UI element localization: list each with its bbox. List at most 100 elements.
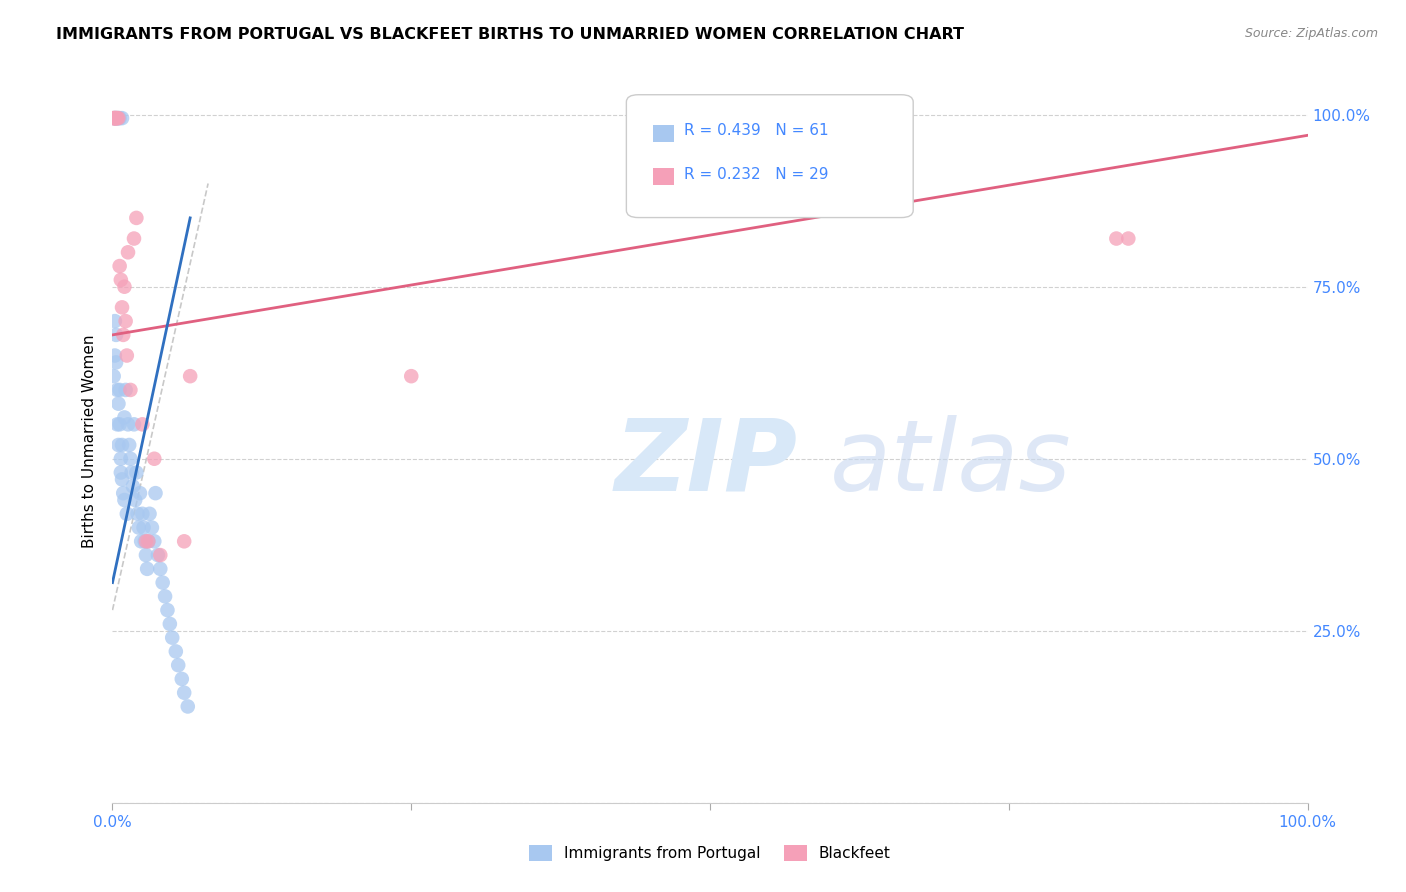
Point xyxy=(105,327,128,342)
Point xyxy=(112,327,135,342)
Point xyxy=(131,417,153,432)
Point xyxy=(179,369,201,384)
Text: R = 0.232   N = 29: R = 0.232 N = 29 xyxy=(683,167,828,182)
Point xyxy=(125,466,148,480)
Point xyxy=(104,111,127,125)
Point xyxy=(104,314,127,328)
Point xyxy=(105,111,128,125)
Point xyxy=(110,466,132,480)
Point xyxy=(173,686,195,700)
Point xyxy=(108,383,131,397)
Point xyxy=(105,111,128,125)
Point xyxy=(165,644,187,658)
Text: IMMIGRANTS FROM PORTUGAL VS BLACKFEET BIRTHS TO UNMARRIED WOMEN CORRELATION CHAR: IMMIGRANTS FROM PORTUGAL VS BLACKFEET BI… xyxy=(56,27,965,42)
Point xyxy=(105,355,128,369)
Point xyxy=(152,575,174,590)
Point xyxy=(108,417,131,432)
Point xyxy=(138,534,160,549)
Point xyxy=(107,397,129,411)
Point xyxy=(145,486,167,500)
Point xyxy=(122,231,145,245)
Point xyxy=(162,631,183,645)
Point xyxy=(149,562,172,576)
Point xyxy=(121,466,143,480)
Point xyxy=(105,111,128,125)
Point xyxy=(107,111,129,125)
Point xyxy=(110,273,132,287)
Point xyxy=(117,417,139,432)
Point xyxy=(146,548,169,562)
Point xyxy=(141,520,163,534)
Point xyxy=(124,493,146,508)
Point xyxy=(401,369,423,384)
Point xyxy=(105,111,128,125)
Point xyxy=(143,534,166,549)
Point xyxy=(103,111,125,125)
Text: R = 0.439   N = 61: R = 0.439 N = 61 xyxy=(683,123,828,138)
Y-axis label: Births to Unmarried Women: Births to Unmarried Women xyxy=(82,334,97,549)
Point xyxy=(114,383,136,397)
Point xyxy=(105,417,128,432)
Point xyxy=(136,562,159,576)
Point xyxy=(138,507,160,521)
Text: ZIP: ZIP xyxy=(614,415,797,512)
Point xyxy=(103,111,125,125)
Point xyxy=(115,507,138,521)
Point xyxy=(121,479,143,493)
Point xyxy=(114,279,135,293)
Point xyxy=(170,672,193,686)
FancyBboxPatch shape xyxy=(627,95,914,218)
Point xyxy=(153,590,176,604)
Point xyxy=(149,548,172,562)
Point xyxy=(132,520,155,534)
Point xyxy=(127,507,149,521)
Point xyxy=(110,451,132,466)
Point xyxy=(111,438,134,452)
Point xyxy=(104,111,127,125)
Text: atlas: atlas xyxy=(830,415,1071,512)
Point xyxy=(115,349,138,363)
Point xyxy=(177,699,200,714)
Point xyxy=(1118,231,1140,245)
Point xyxy=(105,111,128,125)
Point xyxy=(120,383,142,397)
Point xyxy=(112,486,135,500)
Point xyxy=(129,486,152,500)
Point xyxy=(104,111,127,125)
Point xyxy=(114,493,135,508)
Point xyxy=(135,548,157,562)
Point xyxy=(156,603,179,617)
Legend: Immigrants from Portugal, Blackfeet: Immigrants from Portugal, Blackfeet xyxy=(523,839,897,867)
Point xyxy=(107,438,129,452)
Point xyxy=(159,616,181,631)
Point xyxy=(103,369,125,384)
Point xyxy=(125,211,148,225)
Point xyxy=(114,410,135,425)
Point xyxy=(1105,231,1128,245)
Point xyxy=(108,259,131,273)
Point xyxy=(111,301,134,315)
Point xyxy=(167,658,190,673)
Text: Source: ZipAtlas.com: Source: ZipAtlas.com xyxy=(1244,27,1378,40)
FancyBboxPatch shape xyxy=(652,168,675,185)
Point xyxy=(108,111,131,125)
Point xyxy=(104,349,127,363)
Point xyxy=(122,417,145,432)
Point xyxy=(131,507,153,521)
Point xyxy=(117,245,139,260)
Point xyxy=(138,534,160,549)
FancyBboxPatch shape xyxy=(652,125,675,142)
Point xyxy=(103,111,125,125)
Point xyxy=(135,534,157,549)
Point xyxy=(134,534,156,549)
Point xyxy=(114,314,136,328)
Point xyxy=(129,534,152,549)
Point xyxy=(107,111,129,125)
Point xyxy=(143,451,166,466)
Point xyxy=(173,534,195,549)
Point xyxy=(111,472,134,486)
Point xyxy=(111,111,134,125)
Point xyxy=(105,383,128,397)
Point xyxy=(128,520,150,534)
Point xyxy=(118,438,141,452)
